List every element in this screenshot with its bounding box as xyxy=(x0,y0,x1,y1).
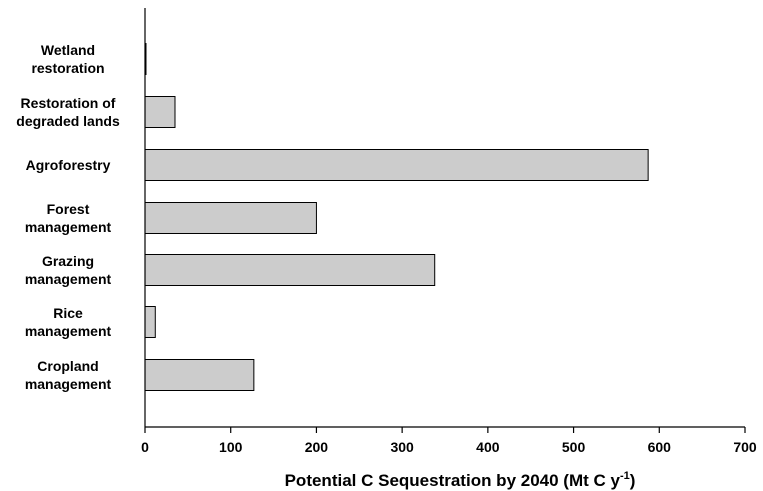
category-label-rice-management: Rice management xyxy=(25,305,112,339)
bar-rice-management xyxy=(144,306,156,338)
category-label-restoration-of-degraded-lands: Restoration of degraded lands xyxy=(16,95,120,129)
category-label-forest-management: Forest management xyxy=(25,201,112,235)
x-tick-label-600: 600 xyxy=(648,439,672,455)
category-label-grazing-management: Grazing management xyxy=(25,253,112,287)
x-tick-label-300: 300 xyxy=(390,439,414,455)
bar-grazing-management xyxy=(144,254,436,286)
bar-agroforestry xyxy=(144,149,649,181)
category-labels: Wetland restoration Restoration of degraded… xyxy=(16,42,120,392)
category-label-agroforestry: Agroforestry xyxy=(26,157,111,173)
bar-forest-management xyxy=(144,202,317,234)
category-label-cropland-management: Cropland management xyxy=(25,358,112,392)
x-tick-label-0: 0 xyxy=(141,439,149,455)
x-axis-title: Potential C Sequestration by 2040 (Mt C … xyxy=(285,470,636,490)
bar-cropland-management xyxy=(144,359,255,391)
category-label-wetland-restoration: Wetland restoration xyxy=(31,42,104,76)
x-tick-label-200: 200 xyxy=(305,439,329,455)
x-tick-label-500: 500 xyxy=(562,439,586,455)
x-ticks: 0 100 200 300 400 500 600 700 xyxy=(141,427,757,455)
bar-restoration-of-degraded-lands xyxy=(144,96,176,128)
bars-group xyxy=(144,43,649,391)
x-tick-label-700: 700 xyxy=(733,439,757,455)
x-tick-label-400: 400 xyxy=(476,439,500,455)
x-tick-label-100: 100 xyxy=(219,439,243,455)
